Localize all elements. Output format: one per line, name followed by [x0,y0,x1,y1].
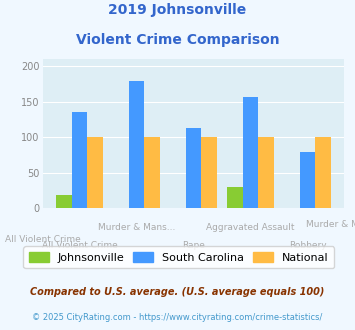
Text: All Violent Crime: All Violent Crime [42,241,117,249]
Text: Murder & Mans...: Murder & Mans... [98,223,175,232]
Text: Violent Crime Comparison: Violent Crime Comparison [76,33,279,47]
Bar [243,97,258,208]
Text: Rape: Rape [182,241,205,249]
Text: Robbery: Robbery [289,241,326,249]
Bar [201,137,217,208]
Text: All Violent Crime: All Violent Crime [5,235,81,244]
Bar [72,113,87,208]
Text: 2019 Johnsonville: 2019 Johnsonville [108,3,247,17]
Bar [300,152,315,208]
Bar [56,195,72,208]
Bar [315,137,331,208]
Legend: Johnsonville, South Carolina, National: Johnsonville, South Carolina, National [23,247,334,268]
Text: © 2025 CityRating.com - https://www.cityrating.com/crime-statistics/: © 2025 CityRating.com - https://www.city… [32,314,323,322]
Text: Compared to U.S. average. (U.S. average equals 100): Compared to U.S. average. (U.S. average … [30,287,325,297]
Text: Aggravated Assault: Aggravated Assault [206,223,295,232]
Bar [87,137,103,208]
Text: Murder & Mans...: Murder & Mans... [306,220,355,229]
Bar [144,137,159,208]
Bar [186,128,201,208]
Bar [129,81,144,208]
Bar [258,137,274,208]
Bar [228,187,243,208]
